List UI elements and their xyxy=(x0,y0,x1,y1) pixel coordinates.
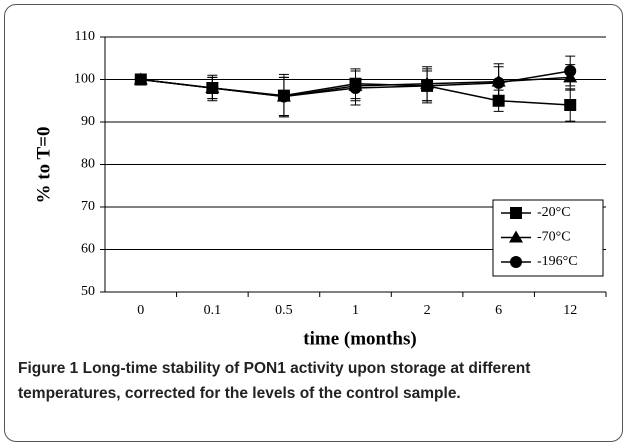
x-tick-label: 0.1 xyxy=(204,303,222,318)
marker xyxy=(564,99,577,111)
y-tick-label: 110 xyxy=(75,29,95,44)
marker xyxy=(349,82,362,94)
marker xyxy=(509,230,523,243)
marker xyxy=(492,76,505,89)
x-tick-label: 0 xyxy=(137,303,144,318)
marker xyxy=(510,207,522,219)
x-tick-label: 0.5 xyxy=(275,303,293,318)
y-tick-label: 100 xyxy=(74,72,95,87)
x-tick-label: 12 xyxy=(563,303,577,318)
marker xyxy=(277,90,290,103)
marker xyxy=(206,82,219,94)
caption-label: Figure 1 xyxy=(18,360,79,377)
legend-label: -20°C xyxy=(537,205,571,220)
x-tick-label: 2 xyxy=(424,303,431,318)
y-axis-label: % to T=0 xyxy=(33,127,54,204)
marker xyxy=(134,73,147,86)
caption: Figure 1 Long-time stability of PON1 act… xyxy=(18,356,608,406)
y-tick-label: 60 xyxy=(81,242,95,257)
y-tick-label: 90 xyxy=(81,114,95,129)
y-tick-label: 50 xyxy=(81,284,95,299)
caption-text: Long-time stability of PON1 activity upo… xyxy=(18,360,531,402)
x-tick-label: 6 xyxy=(495,303,502,318)
y-tick-label: 70 xyxy=(81,199,95,214)
marker xyxy=(564,65,577,77)
x-tick-label: 1 xyxy=(352,303,359,318)
marker xyxy=(510,256,522,268)
legend-label: -70°C xyxy=(537,230,571,245)
legend-label: -196°C xyxy=(537,254,578,269)
y-tick-label: 80 xyxy=(81,157,95,172)
marker xyxy=(421,79,434,92)
x-axis-label: time (months) xyxy=(303,328,416,349)
figure-frame xyxy=(4,4,623,442)
